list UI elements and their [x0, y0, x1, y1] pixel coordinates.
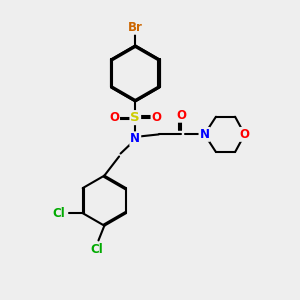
Text: Cl: Cl [91, 243, 103, 256]
Text: N: N [130, 132, 140, 145]
Text: O: O [176, 109, 186, 122]
Text: O: O [240, 128, 250, 141]
Text: S: S [130, 111, 140, 124]
Text: N: N [200, 128, 209, 141]
Text: O: O [152, 111, 161, 124]
Text: O: O [109, 111, 119, 124]
Text: Br: Br [128, 21, 143, 34]
Text: Cl: Cl [53, 207, 65, 220]
